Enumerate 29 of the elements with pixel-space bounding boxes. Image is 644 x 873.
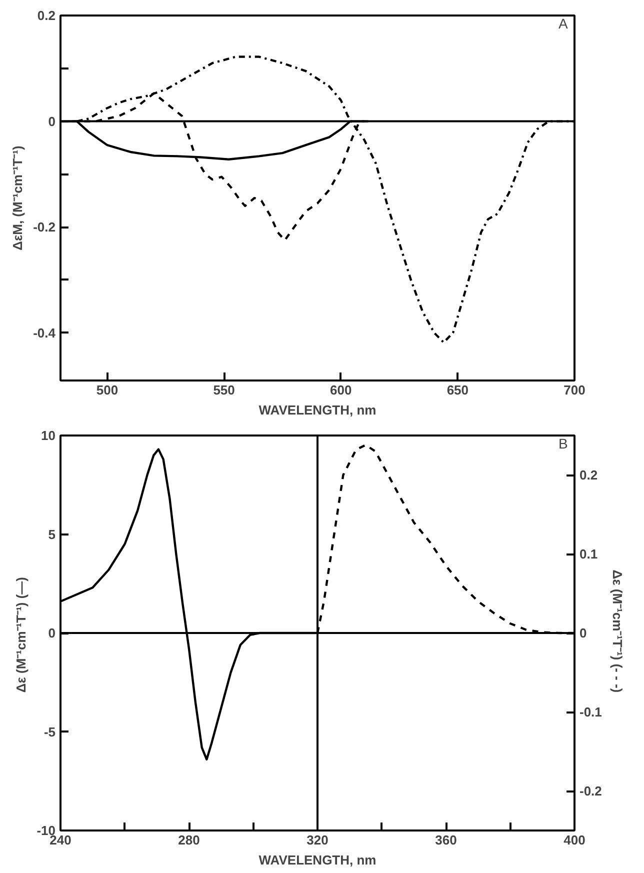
y2-tick-label: 0.2 [580, 468, 598, 482]
x-tick-label: 320 [306, 832, 328, 848]
x-tick-label: 360 [435, 832, 457, 848]
y-tick-label: -0.2 [33, 220, 56, 235]
y2-tick-label: -0.2 [580, 784, 602, 798]
y-tick-label: 0.2 [37, 8, 56, 23]
y2-tick-label: 0 [580, 626, 587, 640]
annotation: A [558, 16, 568, 32]
y-tick-label: -5 [44, 724, 56, 740]
x-tick-label: 600 [330, 382, 352, 398]
y-tick-label: 0 [48, 626, 56, 640]
y2-tick-label: 0.1 [580, 546, 598, 562]
y-tick-label: 5 [48, 526, 56, 542]
x-tick-label: 400 [564, 832, 586, 848]
y2-tick-label: -0.1 [580, 704, 602, 720]
x-axis-title: WAVELENGTH, nm [258, 852, 376, 868]
y-tick-label: 10 [41, 428, 56, 443]
x-tick-label: 550 [213, 382, 235, 398]
y-tick-label: -0.4 [33, 325, 56, 340]
x-tick-label: 500 [96, 382, 118, 398]
x-tick-label: 650 [446, 382, 469, 398]
y2-axis-title: Δε (M⁻¹cm⁻¹T⁻¹) (- - -) [610, 570, 625, 693]
x-tick-label: 700 [564, 382, 586, 398]
x-tick-label: 280 [178, 832, 200, 848]
y-tick-label: 0 [48, 114, 56, 129]
annotation: B [558, 436, 568, 452]
y-axis-title: ΔεM, (M⁻¹cm⁻¹T⁻¹) [10, 146, 26, 250]
y-axis-title: Δε (M⁻¹cm⁻¹T⁻¹) (—) [14, 576, 29, 693]
x-axis-title: WAVELENGTH, nm [258, 402, 376, 418]
